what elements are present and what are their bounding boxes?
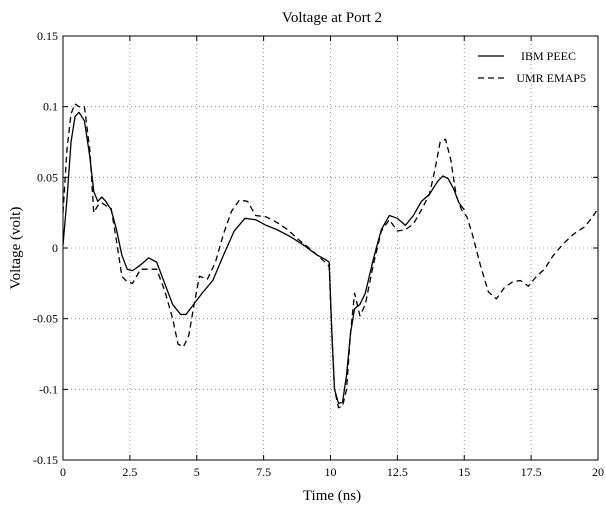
x-tick-label: 17.5 bbox=[521, 465, 542, 479]
series-line-ibm-peec bbox=[62, 111, 465, 405]
legend-label-umr-emap5: UMR EMAP5 bbox=[516, 71, 586, 85]
x-tick-label: 10 bbox=[325, 465, 337, 479]
y-tick-labels: 0.15 0.1 0.05 0 -0.05 -0.1 -0.15 bbox=[33, 29, 58, 467]
x-tick-label: 15 bbox=[458, 465, 470, 479]
x-tick-labels: 0 2.5 5 7.5 10 12.5 15 17.5 20 bbox=[60, 465, 604, 479]
y-tick-label: -0.15 bbox=[33, 453, 58, 467]
grid-lines bbox=[63, 36, 598, 460]
tick-marks bbox=[62, 35, 599, 461]
y-tick-label: 0.05 bbox=[37, 170, 58, 184]
x-tick-label: 5 bbox=[194, 465, 200, 479]
y-tick-label: 0.1 bbox=[43, 100, 58, 114]
series-layer bbox=[62, 103, 599, 409]
legend-label-ibm-peec: IBM PEEC bbox=[521, 49, 576, 63]
series-line-umr-emap5 bbox=[62, 103, 599, 409]
x-tick-label: 0 bbox=[60, 465, 66, 479]
chart-title: Voltage at Port 2 bbox=[282, 10, 382, 26]
x-tick-label: 12.5 bbox=[387, 465, 408, 479]
x-tick-label: 7.5 bbox=[256, 465, 271, 479]
legend: IBM PEEC UMR EMAP5 bbox=[478, 49, 586, 85]
y-axis-label: Voltage (volt) bbox=[8, 207, 24, 290]
x-tick-label: 20 bbox=[592, 465, 604, 479]
y-tick-label: 0 bbox=[52, 241, 58, 255]
y-tick-label: -0.1 bbox=[39, 382, 58, 396]
y-tick-label: -0.05 bbox=[33, 312, 58, 326]
x-axis-label: Time (ns) bbox=[303, 488, 361, 504]
y-tick-label: 0.15 bbox=[37, 29, 58, 43]
x-tick-label: 2.5 bbox=[122, 465, 137, 479]
